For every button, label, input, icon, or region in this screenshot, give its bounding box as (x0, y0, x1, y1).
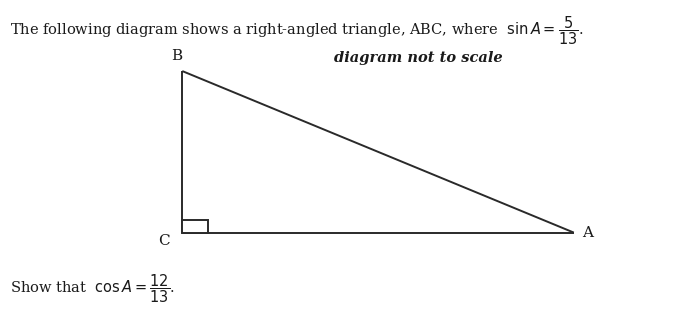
Text: A: A (582, 225, 593, 240)
Bar (182, 220, 208, 233)
Text: Show that  $\cos A = \dfrac{12}{13}$.: Show that $\cos A = \dfrac{12}{13}$. (10, 273, 176, 305)
Text: C: C (159, 234, 170, 248)
Text: The following diagram shows a right-angled triangle, ABC, where  $\sin A = \dfra: The following diagram shows a right-angl… (10, 15, 584, 47)
Text: diagram not to scale: diagram not to scale (334, 51, 503, 65)
Text: B: B (171, 49, 182, 63)
